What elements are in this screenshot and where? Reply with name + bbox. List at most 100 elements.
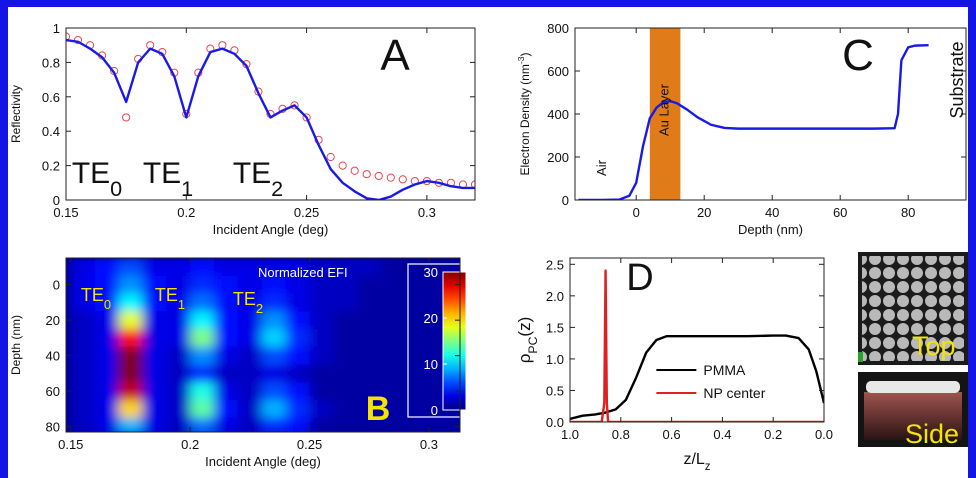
heat-cell	[237, 258, 263, 277]
heat-cell	[261, 258, 287, 277]
data-point	[398, 175, 407, 184]
heat-cell	[285, 346, 311, 366]
panel-label: D	[626, 257, 653, 299]
heat-cell	[405, 311, 430, 330]
annotation: TE1	[155, 285, 185, 312]
heat-cell	[70, 329, 96, 348]
heat-cell	[214, 400, 239, 419]
x-tick-label: 1.0	[561, 427, 579, 442]
heat-cell	[166, 346, 191, 366]
plot-area	[578, 28, 929, 200]
heat-cell	[142, 258, 167, 277]
heat-cell	[357, 364, 382, 383]
heat-cell	[309, 364, 334, 383]
legend-label: NP center	[703, 385, 765, 401]
heat-cell	[94, 400, 120, 419]
heat-cell	[190, 293, 215, 312]
heat-cell	[285, 275, 311, 295]
heat-cell	[309, 346, 334, 366]
legend-label: PMMA	[703, 362, 746, 378]
heat-cell	[94, 329, 120, 348]
annotation-sub: 1	[181, 176, 193, 201]
heat-cell	[357, 382, 382, 401]
heat-cell	[237, 329, 263, 348]
heat-cell	[309, 400, 334, 419]
heat-cell	[381, 382, 406, 401]
heat-cell	[405, 364, 430, 383]
heat-cell	[381, 293, 406, 312]
x-tick-label: 0.2	[177, 205, 195, 220]
y-axis-label: ρPC(z)	[515, 317, 540, 364]
y-tick-label: 80	[46, 420, 60, 435]
heat-cell	[452, 258, 460, 277]
colorbar	[442, 271, 467, 411]
heat-cell	[118, 311, 143, 330]
y-tick-label: 1.0	[546, 352, 564, 367]
y-tick-label: 1	[53, 21, 60, 36]
heat-cell	[405, 382, 430, 401]
data-line	[578, 44, 929, 200]
x-axis-label: z/Lz	[683, 451, 710, 473]
heat-cell	[190, 275, 215, 295]
y-tick-label: 2.0	[546, 289, 564, 304]
heat-cell	[261, 417, 287, 432]
colorbar-tick-label: 30	[424, 265, 438, 280]
heat-cell	[214, 364, 239, 383]
x-tick-label: 0.8	[612, 427, 630, 442]
heat-cell	[190, 311, 215, 330]
heat-cell	[261, 311, 287, 330]
y-tick-label: 600	[547, 64, 569, 79]
plot-area	[66, 32, 475, 200]
heat-cell	[333, 346, 358, 366]
heat-cell	[190, 329, 215, 348]
heat-cell	[333, 382, 358, 401]
heat-cell	[357, 258, 382, 277]
heat-cell	[405, 275, 430, 295]
x-tick-label: 0.0	[815, 427, 833, 442]
heat-cell	[261, 400, 287, 419]
data-line	[66, 38, 475, 200]
heat-cell	[237, 364, 263, 383]
data-point	[302, 113, 311, 122]
y-axis-label-end: )	[518, 52, 532, 56]
y-tick-label: 0	[53, 278, 60, 293]
colorbar-frame	[407, 263, 471, 418]
heat-cell	[190, 417, 215, 432]
heat-cell	[285, 382, 311, 401]
heat-cell	[333, 364, 358, 383]
heat-cell	[70, 346, 96, 366]
heat-cell	[214, 417, 239, 432]
heat-cell	[118, 382, 143, 401]
heat-cell	[309, 417, 334, 432]
heat-cell	[190, 382, 215, 401]
y-tick-label: 0.2	[42, 159, 60, 174]
heat-cell	[381, 400, 406, 419]
y-tick-label: 0.4	[42, 124, 60, 139]
heat-cell	[237, 346, 263, 366]
x-tick-label: 20	[697, 205, 711, 220]
inset-side	[858, 372, 968, 447]
heat-cell	[166, 311, 191, 330]
heat-cell	[237, 293, 263, 312]
heat-cell	[285, 364, 311, 383]
annotation: Air	[594, 159, 609, 176]
annotation: TE0	[81, 285, 111, 312]
heat-cell	[381, 275, 406, 295]
heat-cell	[118, 346, 143, 366]
heat-cell	[261, 329, 287, 348]
heat-cell	[142, 346, 167, 366]
y-axis-label-main: ρ	[515, 354, 534, 364]
heat-cell	[142, 329, 167, 348]
heat-cell	[261, 275, 287, 295]
heat-cell	[285, 400, 311, 419]
heat-cell	[237, 417, 263, 432]
heat-cell	[261, 382, 287, 401]
x-axis-label: Incident Angle (deg)	[213, 222, 329, 237]
heat-cell	[405, 346, 430, 366]
y-axis-label: Electron Density (nm-3)	[516, 52, 532, 175]
band-label: Au Layer	[657, 83, 672, 136]
data-point	[290, 101, 299, 110]
annotation-sub: 0	[110, 176, 122, 201]
heat-cell	[142, 275, 167, 295]
